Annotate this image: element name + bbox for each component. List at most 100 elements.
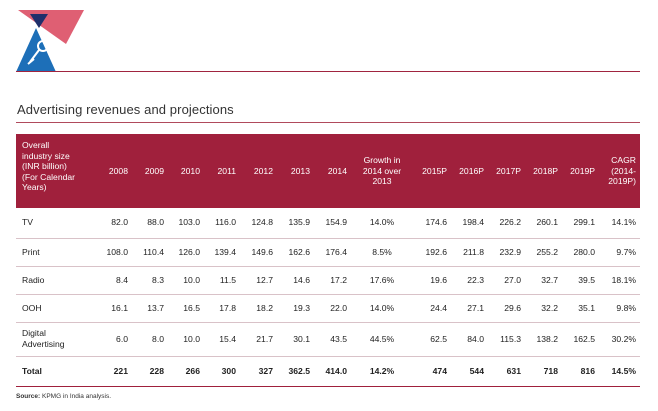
table-cell: 17.6%: [369, 274, 395, 285]
title-rule: [16, 122, 640, 123]
header-cell-year: 2013: [290, 165, 310, 176]
table-cell: 108.0: [106, 246, 128, 257]
table-cell: 11.5: [219, 274, 236, 285]
table-cell: 221: [113, 365, 128, 376]
table-row: Radio 8.4 8.3 10.0 11.5 12.7 14.6 17.2 1…: [16, 266, 640, 294]
table-cell: 174.6: [425, 217, 447, 228]
table-cell: 149.6: [251, 246, 273, 257]
table-cell: 18.1%: [611, 274, 636, 285]
table-cell: 10.0: [183, 274, 200, 285]
table-cell: 10.0: [183, 333, 200, 344]
advertising-revenue-table: Overall industry size (INR billion) (For…: [16, 134, 640, 387]
table-cell: 300: [221, 365, 236, 376]
table-cell: 544: [469, 365, 484, 376]
table-cell: 126.0: [178, 246, 200, 257]
table-cell: 280.0: [573, 246, 595, 257]
table-cell: 192.6: [425, 246, 447, 257]
table-cell: 24.4: [430, 302, 447, 313]
table-cell: 12.7: [256, 274, 273, 285]
logo-red-triangle: [18, 10, 84, 44]
table-cell: 327: [258, 365, 273, 376]
table-cell: 39.5: [578, 274, 595, 285]
table-cell: 816: [580, 365, 595, 376]
table-cell: 232.9: [499, 246, 521, 257]
table-cell: 14.6: [293, 274, 310, 285]
table-row: Print 108.0 110.4 126.0 139.4 149.6 162.…: [16, 238, 640, 266]
table-cell: 14.0%: [369, 217, 395, 228]
table-cell: 29.6: [504, 302, 521, 313]
table-cell: 8.0: [152, 333, 164, 344]
header-cell-growth: Growth in 2014 over 2013: [362, 155, 402, 187]
row-label: OOH: [22, 302, 42, 313]
table-cell: 6.0: [116, 333, 128, 344]
table-cell: 62.5: [430, 333, 447, 344]
table-cell: 14.2%: [369, 365, 395, 376]
table-cell: 14.1%: [611, 217, 636, 228]
table-cell: 162.5: [573, 333, 595, 344]
table-cell: 21.7: [256, 333, 273, 344]
table-header-row: Overall industry size (INR billion) (For…: [16, 134, 640, 208]
table-cell: 255.2: [536, 246, 558, 257]
table-cell: 299.1: [573, 217, 595, 228]
header-cell-year: 2018P: [533, 165, 558, 176]
table-cell: 27.1: [467, 302, 484, 313]
table-cell: 162.6: [288, 246, 310, 257]
table-cell: 30.1: [293, 333, 310, 344]
header-rule: [16, 71, 640, 72]
table-row: OOH 16.1 13.7 16.5 17.8 18.2 19.3 22.0 1…: [16, 294, 640, 322]
source-prefix: Source:: [16, 393, 41, 400]
table-cell: 19.6: [430, 274, 447, 285]
table-cell: 27.0: [504, 274, 521, 285]
table-cell: 8.5%: [372, 246, 392, 257]
source-note: Source: KPMG in India analysis.: [16, 393, 111, 400]
logo-blue-triangle: [16, 28, 56, 72]
table-cell: 22.3: [467, 274, 484, 285]
table-cell: 266: [185, 365, 200, 376]
table-cell: 226.2: [499, 217, 521, 228]
row-label: Radio: [22, 274, 45, 285]
table-cell: 124.8: [251, 217, 273, 228]
table-cell: 115.3: [500, 333, 521, 344]
logo-navy-triangle: [30, 14, 48, 28]
table-cell: 362.5: [288, 365, 310, 376]
table-cell: 198.4: [462, 217, 484, 228]
table-cell: 16.1: [111, 302, 128, 313]
table-cell: 414.0: [325, 365, 347, 376]
table-cell: 8.4: [116, 274, 128, 285]
brand-logo: [16, 10, 84, 72]
row-label: Print: [22, 246, 40, 257]
table-cell: 718: [543, 365, 558, 376]
microphone-icon: [27, 40, 49, 65]
table-row: Digital Advertising 6.0 8.0 10.0 15.4 21…: [16, 322, 640, 356]
table-cell: 82.0: [111, 217, 128, 228]
table-cell: 44.5%: [369, 333, 395, 344]
table-cell: 18.2: [256, 302, 273, 313]
table-cell: 32.2: [541, 302, 558, 313]
table-cell: 14.5%: [611, 365, 636, 376]
row-label: TV: [22, 217, 33, 228]
table-total-row: Total 221 228 266 300 327 362.5 414.0 14…: [16, 356, 640, 386]
table-cell: 88.0: [147, 217, 164, 228]
table-cell: 9.7%: [616, 246, 636, 257]
header-cell-year: 2014: [327, 165, 347, 176]
table-cell: 17.2: [330, 274, 347, 285]
header-cell-year: 2010: [180, 165, 200, 176]
header-cell-year: 2009: [144, 165, 164, 176]
header-cell-year: 2017P: [496, 165, 521, 176]
table-cell: 211.8: [463, 246, 484, 257]
table-cell: 138.2: [536, 333, 558, 344]
header-cell-year: 2016P: [459, 165, 484, 176]
header-cell-year: 2008: [108, 165, 128, 176]
table-cell: 154.9: [325, 217, 347, 228]
header-cell-cagr: CAGR (2014- 2019P): [608, 155, 636, 187]
table-cell: 15.4: [219, 333, 236, 344]
table-cell: 17.8: [219, 302, 236, 313]
table-cell: 8.3: [152, 274, 164, 285]
table-cell: 32.7: [541, 274, 558, 285]
table-cell: 260.1: [536, 217, 558, 228]
table-cell: 16.5: [183, 302, 200, 313]
header-cell-industry: Overall industry size (INR billion) (For…: [22, 140, 76, 192]
table-cell: 30.2%: [611, 333, 636, 344]
table-cell: 14.0%: [369, 302, 395, 313]
table-cell: 631: [506, 365, 521, 376]
